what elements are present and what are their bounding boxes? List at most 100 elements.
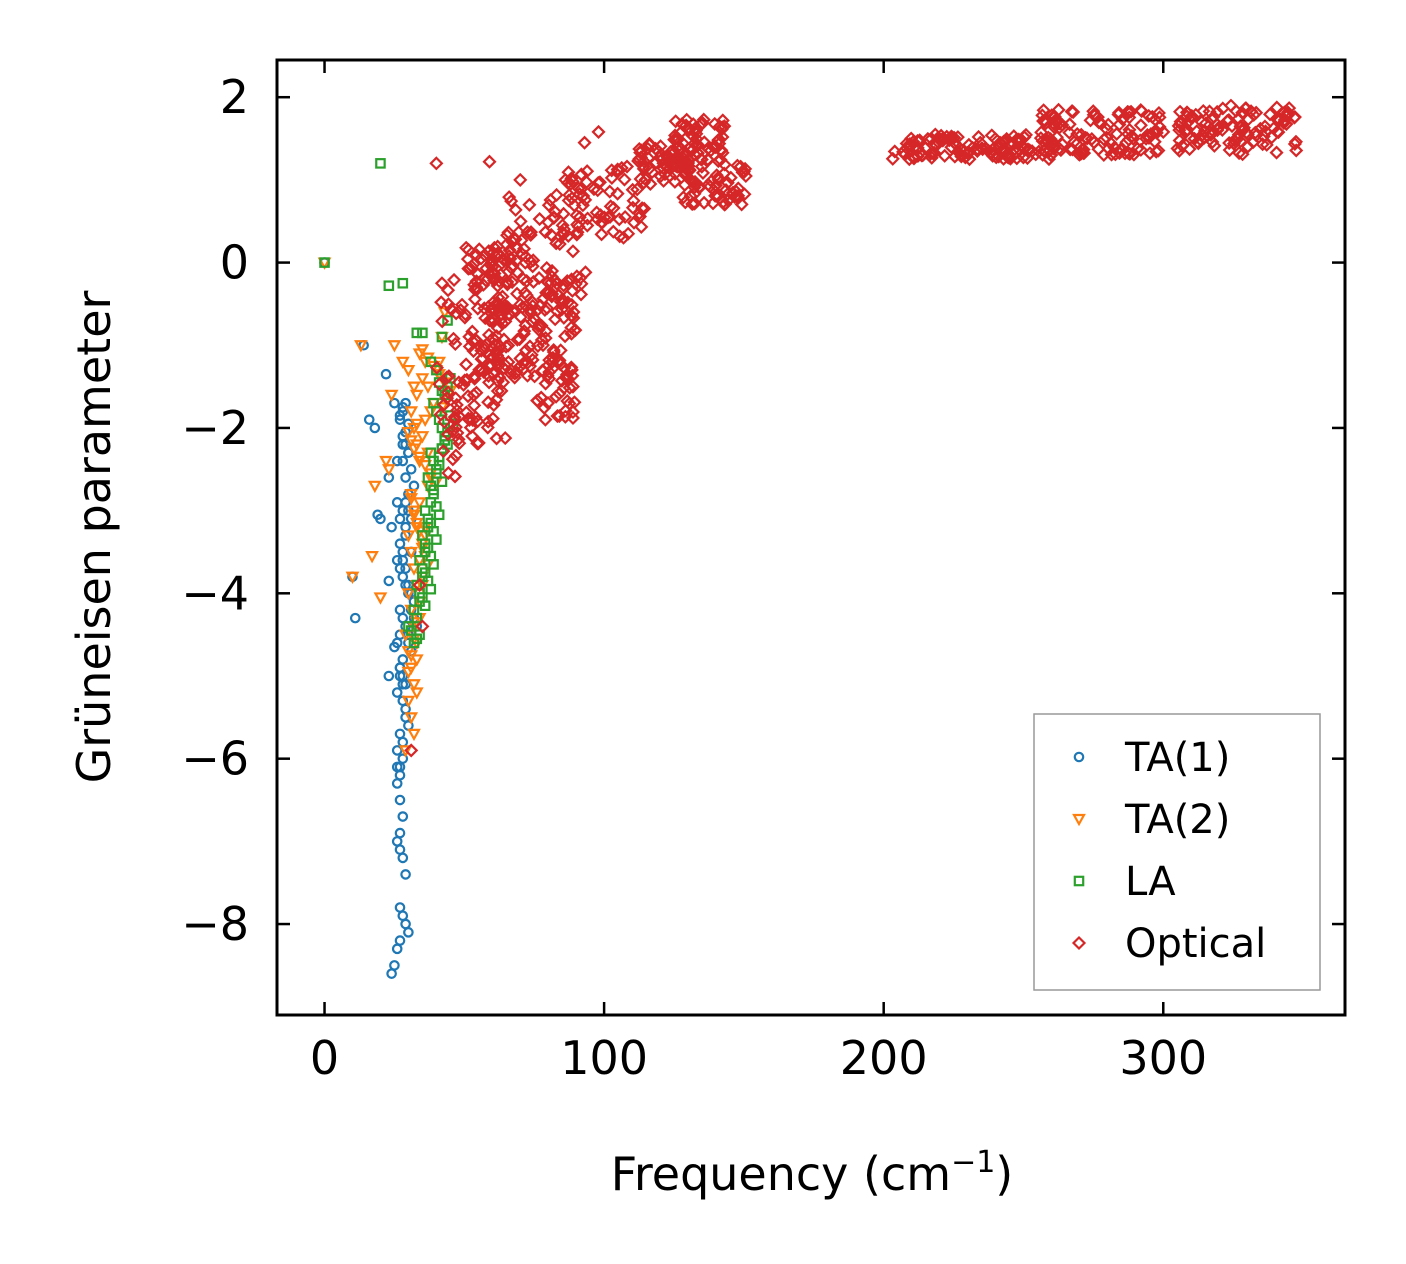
data-point-optical — [586, 182, 602, 197]
data-point-optical — [461, 242, 476, 257]
data-point-optical — [1118, 146, 1133, 161]
data-point-optical — [970, 144, 985, 159]
data-point-optical — [513, 172, 528, 187]
data-point-optical — [636, 161, 651, 176]
data-point-ta1 — [389, 397, 400, 409]
data-point-la — [425, 583, 437, 595]
data-point-ta1 — [391, 745, 403, 756]
data-point-ta1 — [397, 753, 409, 764]
data-point-optical — [546, 343, 561, 358]
data-point-optical — [482, 154, 497, 169]
data-point-ta2 — [404, 712, 419, 725]
data-point-optical — [542, 285, 557, 300]
data-point-optical — [655, 150, 671, 166]
data-point-ta2 — [398, 745, 413, 758]
data-point-optical — [1003, 151, 1018, 166]
data-point-optical — [621, 226, 636, 241]
data-point-optical — [550, 304, 565, 319]
y-axis-label: Grüneisen parameter — [67, 290, 121, 783]
data-point-ta1 — [394, 935, 406, 946]
data-point-optical — [449, 306, 464, 321]
data-point-optical — [441, 297, 456, 312]
data-point-optical — [539, 260, 554, 276]
data-point-optical — [446, 272, 462, 287]
data-point-ta1 — [394, 902, 406, 913]
data-point-optical — [556, 227, 571, 242]
data-point-optical — [1244, 104, 1259, 119]
data-point-optical — [1156, 124, 1171, 139]
data-point-optical — [447, 469, 463, 484]
data-point-optical — [1207, 138, 1222, 153]
data-point-optical — [1101, 141, 1116, 156]
data-point-optical — [1170, 141, 1185, 156]
data-point-optical — [1231, 127, 1246, 142]
data-point-la — [417, 327, 428, 339]
data-point-optical — [1016, 141, 1031, 156]
data-point-optical — [500, 277, 515, 292]
data-point-optical — [556, 293, 571, 308]
data-point-ta2 — [415, 373, 430, 386]
data-point-optical — [494, 383, 509, 398]
data-point-optical — [1003, 137, 1018, 152]
data-point-optical — [447, 412, 462, 427]
data-point-ta1 — [394, 604, 406, 616]
data-point-ta1 — [397, 571, 409, 583]
data-point-la — [419, 600, 431, 612]
data-point-ta1 — [397, 811, 409, 822]
data-point-la — [403, 621, 414, 632]
data-point-optical — [448, 420, 463, 435]
data-point-optical — [509, 365, 524, 380]
data-point-optical — [485, 351, 500, 366]
data-point-optical — [685, 196, 700, 212]
data-point-optical — [538, 224, 553, 240]
data-point-optical — [508, 202, 523, 217]
data-point-ta1 — [380, 368, 392, 380]
data-point-optical — [1133, 118, 1148, 133]
data-point-optical — [441, 465, 456, 481]
data-point-optical — [542, 365, 557, 380]
data-point-optical — [412, 577, 427, 593]
data-point-optical — [679, 112, 694, 127]
data-point-optical — [718, 196, 733, 212]
data-point-optical — [630, 182, 645, 197]
data-point-optical — [1220, 113, 1235, 129]
data-point-optical — [580, 218, 595, 233]
data-point-optical — [1277, 112, 1292, 128]
data-point-optical — [643, 176, 658, 192]
data-point-ta2 — [384, 389, 399, 403]
data-point-optical — [458, 307, 473, 322]
data-point-ta2 — [401, 588, 416, 601]
data-point-optical — [694, 159, 709, 174]
data-point-optical — [1269, 145, 1284, 160]
data-point-optical — [590, 212, 605, 227]
data-point-optical — [470, 281, 485, 297]
data-point-optical — [1196, 103, 1211, 119]
data-point-ta2 — [409, 389, 424, 403]
data-point-ta2 — [354, 340, 368, 353]
data-point-optical — [683, 189, 698, 204]
data-point-ta2 — [345, 571, 360, 585]
data-point-ta2 — [409, 418, 424, 432]
data-point-la — [408, 637, 420, 649]
data-point-optical — [687, 136, 702, 151]
data-point-ta1 — [394, 538, 406, 550]
data-point-optical — [1122, 146, 1137, 161]
data-point-optical — [701, 177, 716, 192]
data-point-optical — [429, 360, 444, 375]
data-point-optical — [507, 370, 522, 385]
data-point-ta1 — [397, 546, 409, 558]
data-point-optical — [489, 392, 504, 407]
data-point-optical — [542, 353, 557, 368]
data-point-ta2 — [367, 480, 382, 494]
data-point-optical — [954, 142, 969, 158]
legend: TA(1) TA(2) LA Optical — [1033, 713, 1321, 991]
data-point-optical — [602, 209, 618, 225]
data-point-optical — [560, 274, 575, 289]
data-point-ta1 — [391, 943, 403, 955]
data-point-optical — [1246, 107, 1261, 122]
data-point-optical — [1133, 142, 1148, 157]
data-point-optical — [525, 259, 540, 274]
legend-marker-la — [1073, 875, 1085, 887]
data-point-optical — [565, 410, 581, 426]
data-point-optical — [590, 183, 605, 198]
